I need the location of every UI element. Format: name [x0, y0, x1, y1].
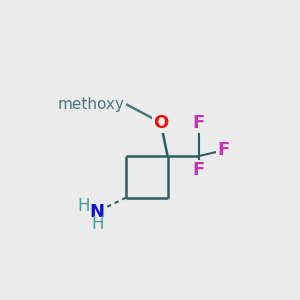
Text: F: F — [217, 141, 229, 159]
Text: H: H — [77, 197, 89, 215]
Text: F: F — [193, 161, 205, 179]
Text: O: O — [153, 114, 168, 132]
Text: N: N — [90, 202, 105, 220]
Text: H: H — [91, 215, 103, 233]
Text: methoxy: methoxy — [58, 97, 125, 112]
Text: F: F — [193, 114, 205, 132]
